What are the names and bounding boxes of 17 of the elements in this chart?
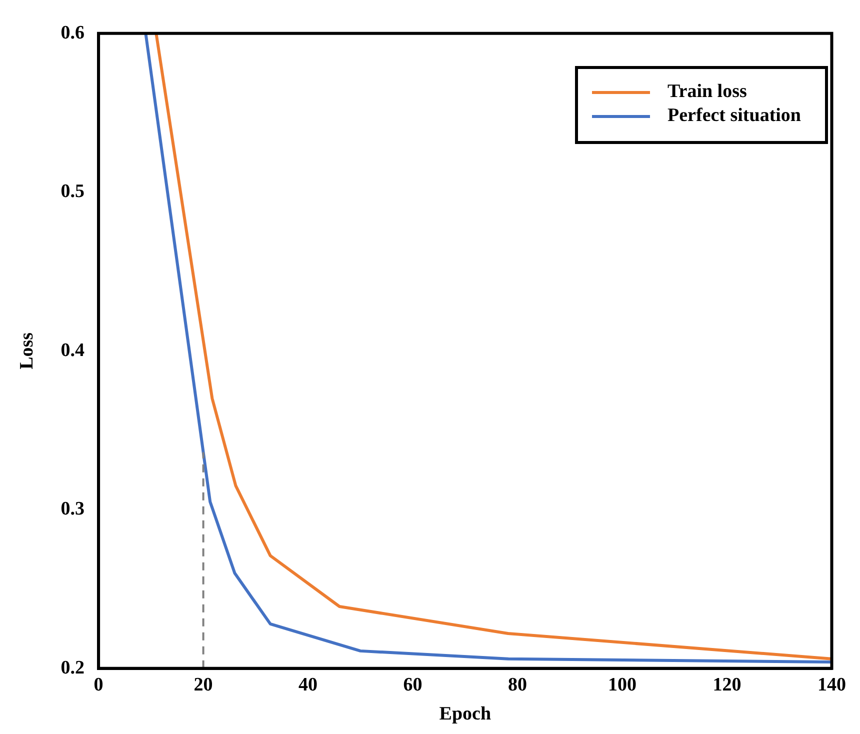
y-tick-label: 0.3 [60, 498, 85, 520]
x-tick-label: 100 [608, 674, 637, 696]
x-tick-label: 120 [712, 674, 742, 696]
y-tick-label: 0.6 [60, 22, 85, 44]
x-tick-label: 20 [194, 674, 213, 696]
y-tick-label: 0.5 [60, 181, 85, 202]
y-tick-label: 0.2 [60, 657, 85, 678]
x-tick-label: 40 [298, 674, 318, 696]
x-tick-label: 0 [94, 674, 104, 696]
x-tick-label: 140 [818, 674, 846, 696]
legend-label: Perfect situation [668, 105, 801, 127]
x-axis-title: Epoch [439, 704, 492, 725]
y-axis-title: Loss [16, 332, 38, 370]
x-tick-label: 80 [508, 674, 528, 696]
x-tick-label: 60 [403, 674, 422, 696]
y-tick-label: 0.4 [60, 340, 86, 361]
legend-label: Train loss [668, 81, 747, 103]
